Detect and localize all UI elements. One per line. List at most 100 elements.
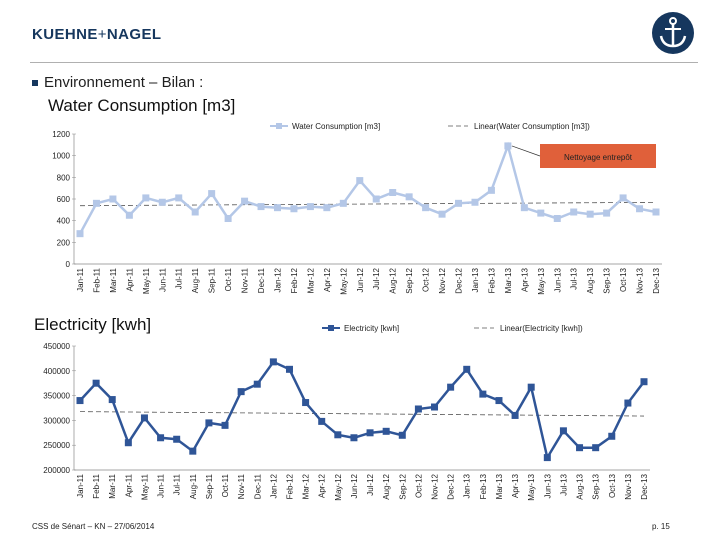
x-tick-label: Aug-13 bbox=[586, 267, 595, 293]
legend-trend-label: Linear(Electricity [kwh]) bbox=[500, 324, 583, 333]
data-point bbox=[339, 199, 347, 207]
data-point bbox=[504, 142, 512, 150]
legend-series-marker bbox=[276, 123, 282, 129]
data-point bbox=[241, 197, 249, 205]
data-point bbox=[455, 199, 463, 207]
brand-plus: + bbox=[97, 26, 107, 43]
x-tick-label: Jan-12 bbox=[269, 473, 278, 498]
data-point bbox=[237, 388, 245, 396]
data-point bbox=[636, 205, 644, 213]
data-point bbox=[570, 208, 578, 216]
data-point bbox=[221, 421, 229, 429]
bullet-icon bbox=[32, 80, 38, 87]
x-tick-label: Jun-11 bbox=[158, 267, 167, 291]
y-tick-label: 400 bbox=[57, 217, 71, 226]
x-tick-label: Mar-12 bbox=[306, 267, 315, 293]
data-point bbox=[124, 439, 132, 447]
series-line bbox=[79, 360, 645, 461]
y-tick-label: 0 bbox=[66, 260, 71, 269]
water-chart-title: Water Consumption [m3] bbox=[48, 96, 236, 115]
data-point bbox=[438, 210, 446, 218]
x-tick-label: May-11 bbox=[140, 473, 149, 500]
x-tick-label: Oct-11 bbox=[221, 473, 230, 497]
x-tick-label: May-11 bbox=[142, 267, 151, 294]
data-point bbox=[511, 411, 519, 419]
data-point bbox=[306, 203, 314, 211]
data-point bbox=[257, 203, 265, 211]
x-tick-label: Oct-12 bbox=[422, 267, 431, 292]
x-tick-label: Jun-12 bbox=[350, 473, 359, 498]
annotation-box bbox=[540, 144, 656, 168]
x-tick-label: Nov-12 bbox=[431, 473, 440, 499]
data-point bbox=[487, 186, 495, 194]
data-point bbox=[76, 230, 84, 238]
data-point bbox=[366, 429, 374, 437]
x-tick-label: Dec-13 bbox=[652, 267, 661, 293]
data-point bbox=[253, 380, 261, 388]
data-point bbox=[173, 435, 181, 443]
trend-line bbox=[79, 201, 657, 207]
y-tick-label: 400000 bbox=[43, 367, 70, 376]
data-point bbox=[553, 215, 561, 222]
trend-line bbox=[79, 411, 645, 417]
data-point bbox=[576, 444, 584, 452]
data-point bbox=[273, 204, 281, 212]
x-tick-label: Sep-12 bbox=[398, 473, 407, 499]
data-point bbox=[422, 204, 430, 212]
data-point bbox=[208, 190, 216, 198]
data-point bbox=[559, 427, 567, 435]
electricity-chart-title: Electricity [kwh] bbox=[34, 315, 152, 334]
x-tick-label: Jan-12 bbox=[273, 267, 282, 292]
data-point bbox=[624, 399, 632, 407]
x-tick-label: Oct-11 bbox=[224, 267, 233, 291]
x-tick-label: Dec-13 bbox=[640, 473, 649, 499]
brand-logo: KUEHNE+NAGEL bbox=[32, 26, 161, 43]
x-tick-label: Jun-12 bbox=[356, 267, 365, 292]
legend-trend-label: Linear(Water Consumption [m3]) bbox=[474, 122, 590, 131]
data-point bbox=[350, 434, 358, 442]
x-tick-label: Jun-13 bbox=[553, 267, 562, 292]
data-point bbox=[76, 397, 84, 405]
x-tick-label: Dec-11 bbox=[253, 473, 262, 499]
x-tick-label: Aug-11 bbox=[189, 473, 198, 499]
header-divider bbox=[30, 62, 698, 63]
data-point bbox=[537, 209, 545, 217]
x-tick-label: May-12 bbox=[339, 267, 348, 294]
data-point bbox=[205, 419, 213, 427]
data-point bbox=[527, 383, 535, 391]
data-point bbox=[543, 454, 551, 462]
x-tick-label: Dec-12 bbox=[447, 473, 456, 499]
x-tick-label: Apr-11 bbox=[125, 267, 134, 291]
x-tick-label: Aug-12 bbox=[389, 267, 398, 293]
x-tick-label: Jan-13 bbox=[463, 473, 472, 498]
x-tick-label: Dec-12 bbox=[455, 267, 464, 293]
x-tick-label: Mar-11 bbox=[109, 267, 118, 292]
x-tick-label: Jul-11 bbox=[175, 267, 184, 289]
data-point bbox=[108, 396, 116, 404]
data-point bbox=[318, 417, 326, 425]
x-tick-label: Jul-13 bbox=[559, 473, 568, 495]
x-tick-label: Jun-13 bbox=[543, 473, 552, 498]
data-point bbox=[125, 211, 133, 219]
brand-left: KUEHNE bbox=[32, 26, 98, 43]
data-point bbox=[323, 204, 331, 212]
x-tick-label: Nov-11 bbox=[241, 267, 250, 293]
data-point bbox=[389, 189, 397, 196]
x-tick-label: May-12 bbox=[334, 473, 343, 500]
x-tick-label: Oct-13 bbox=[608, 473, 617, 498]
y-tick-label: 1200 bbox=[52, 130, 70, 139]
data-point bbox=[285, 365, 293, 373]
data-point bbox=[290, 205, 298, 213]
x-tick-label: Aug-13 bbox=[576, 473, 585, 499]
data-point bbox=[405, 193, 413, 201]
y-tick-label: 200000 bbox=[43, 466, 70, 475]
data-point bbox=[431, 403, 439, 411]
data-point bbox=[92, 379, 100, 387]
x-tick-label: Dec-11 bbox=[257, 267, 266, 293]
y-tick-label: 1000 bbox=[52, 152, 70, 161]
x-tick-label: Jan-13 bbox=[471, 267, 480, 292]
data-point bbox=[586, 210, 594, 218]
x-tick-label: Nov-12 bbox=[438, 267, 447, 293]
x-tick-label: Jan-11 bbox=[76, 473, 85, 497]
